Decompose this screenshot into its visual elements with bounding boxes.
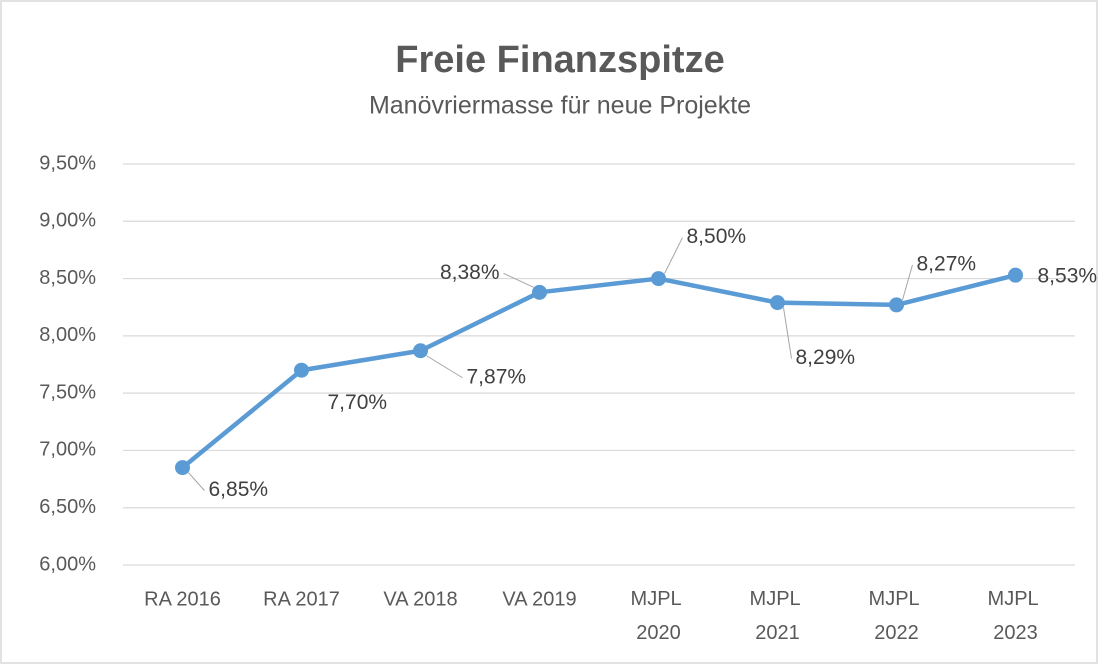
marker: [175, 460, 190, 476]
marker: [294, 362, 309, 378]
chart-title: Freie Finanzspitze: [395, 39, 724, 81]
data-label: 8,29%: [796, 346, 856, 369]
x-tick-label: MJPL 2022: [869, 588, 925, 644]
marker: [889, 297, 904, 313]
marker: [770, 295, 785, 311]
x-tick-line: MJPL: [631, 588, 687, 610]
x-tick-label: VA 2018: [383, 588, 457, 610]
marker: [413, 343, 428, 359]
line: [181, 272, 1017, 470]
x-tick-label: RA 2016: [144, 588, 221, 610]
chart-subtitle: Manövriermasse für neue Projekte: [369, 92, 751, 120]
leader-line: [188, 472, 205, 491]
leader-line: [664, 237, 683, 274]
x-tick-line: 2022: [874, 622, 919, 644]
marker: [651, 271, 666, 287]
marker: [532, 284, 547, 300]
y-tick-label: 8,50%: [39, 267, 96, 289]
data-label: 8,38%: [440, 261, 500, 284]
x-tick-line: MJPL: [750, 588, 806, 610]
data-label: 7,87%: [467, 365, 527, 388]
data-label: 8,27%: [917, 252, 977, 275]
data-label: 8,50%: [687, 225, 747, 248]
x-tick-label: MJPL 2021: [750, 588, 806, 644]
y-tick-label: 9,50%: [39, 152, 96, 174]
marker: [1008, 267, 1023, 283]
data-label: 6,85%: [209, 478, 269, 501]
x-tick-label: MJPL 2020: [631, 588, 687, 644]
x-tick-line: 2021: [755, 622, 800, 644]
y-tick-label: 7,00%: [39, 439, 96, 461]
y-tick-label: 6,00%: [39, 553, 96, 575]
x-tick-label: VA 2019: [502, 588, 576, 610]
x-tick-line: MJPL: [869, 588, 925, 610]
y-tick-label: 7,50%: [39, 381, 96, 403]
leader-line: [902, 264, 913, 301]
x-tick-label: MJPL 2023: [988, 588, 1044, 644]
data-label: 8,53%: [1038, 265, 1098, 288]
y-tick-label: 9,00%: [39, 210, 96, 232]
data-label: 7,70%: [328, 391, 388, 414]
y-tick-label: 6,50%: [39, 496, 96, 518]
y-tick-label: 8,00%: [39, 324, 96, 346]
leader-line: [426, 355, 463, 379]
x-tick-label: RA 2017: [263, 588, 340, 610]
leader-line: [503, 272, 534, 288]
x-tick-line: 2023: [993, 622, 1038, 644]
x-tick-line: MJPL: [988, 588, 1044, 610]
leader-line: [783, 307, 792, 359]
x-tick-line: 2020: [636, 622, 681, 644]
